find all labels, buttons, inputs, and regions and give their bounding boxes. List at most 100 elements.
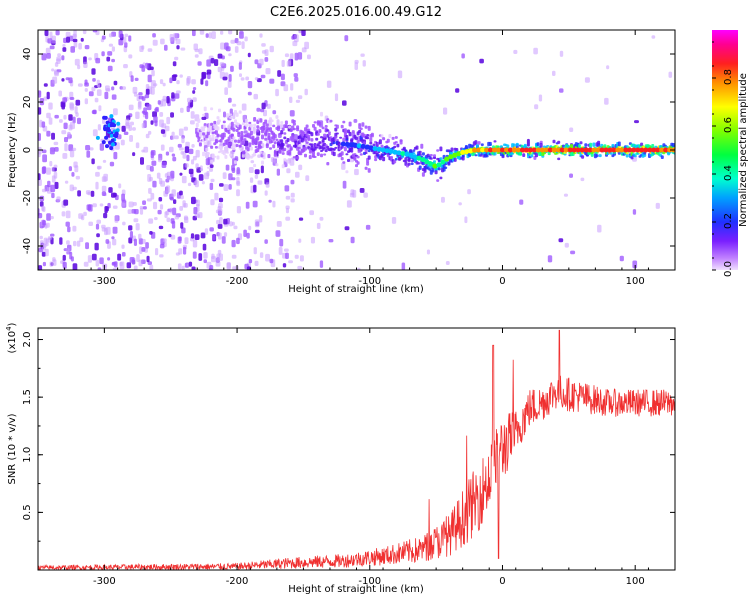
heatmap-ridge-cell (270, 119, 274, 123)
heatmap-noise-cell (290, 83, 294, 91)
heatmap-noise-cell (85, 190, 91, 195)
heatmap-noise-cell (51, 132, 55, 140)
heatmap-noise-cell (217, 66, 222, 73)
heatmap-noise-cell (91, 158, 95, 165)
heatmap-noise-cell (127, 209, 133, 214)
heatmap-noise-cell (243, 130, 248, 134)
heatmap-ridge-cell (259, 140, 263, 144)
heatmap-noise-cell (59, 237, 63, 245)
heatmap-ridge-cell (265, 123, 269, 127)
x-tick-label: -200 (226, 276, 249, 287)
heatmap-noise-cell (136, 254, 140, 262)
heatmap-noise-cell (259, 33, 263, 38)
heatmap-noise-cell (41, 121, 46, 128)
heatmap-noise-cell (236, 176, 240, 185)
heatmap-ridge-cell (335, 124, 339, 129)
heatmap-ridge-core (603, 147, 609, 153)
heatmap-noise-cell (63, 37, 67, 44)
heatmap-ridge-cell (307, 134, 311, 140)
heatmap-ridge-cell (313, 126, 317, 131)
heatmap-noise-cell (109, 161, 115, 167)
heatmap-noise-cell (133, 265, 138, 270)
heatmap-noise-cell (289, 96, 293, 103)
heatmap-ridge-cell (277, 146, 280, 149)
heatmap-cluster-cell (109, 146, 114, 151)
heatmap-noise-cell (46, 53, 51, 59)
heatmap-noise-cell (291, 35, 295, 40)
heatmap-noise-cell (62, 254, 66, 261)
heatmap-noise-cell (220, 42, 225, 50)
heatmap-ridge-cell (222, 132, 226, 138)
heatmap-noise-cell (289, 110, 295, 117)
heatmap-ridge-cell (474, 154, 478, 157)
heatmap-ridge-cell (598, 154, 602, 158)
heatmap-noise-cell (441, 196, 445, 203)
heatmap-noise-cell (221, 236, 226, 244)
heatmap-noise-cell (228, 184, 232, 190)
heatmap-ridge-cell (364, 125, 368, 129)
heatmap-noise-cell (92, 30, 98, 33)
heatmap-noise-cell (46, 130, 51, 137)
heatmap-ridge-cell (235, 144, 239, 147)
heatmap-noise-cell (218, 232, 222, 240)
heatmap-noise-cell (53, 171, 58, 179)
heatmap-noise-cell (192, 239, 198, 248)
y-tick-label: 20 (22, 96, 33, 109)
heatmap-ridge-cell (394, 158, 398, 161)
heatmap-noise-cell (113, 108, 118, 116)
heatmap-noise-cell (534, 104, 539, 110)
heatmap-ridge-cell (216, 116, 220, 120)
heatmap-noise-cell (252, 200, 258, 208)
heatmap-noise-cell (40, 240, 44, 246)
heatmap-noise-cell (49, 147, 55, 155)
heatmap-noise-cell (77, 83, 83, 87)
heatmap-noise-cell (191, 159, 195, 165)
heatmap-ridge-cell (304, 147, 307, 151)
heatmap-noise-cell (59, 119, 63, 123)
heatmap-noise-cell (91, 68, 96, 75)
heatmap-ridge-cell (342, 137, 346, 142)
heatmap-ridge-cell (364, 152, 368, 154)
heatmap-noise-cell (217, 206, 222, 211)
heatmap-ridge-core (500, 147, 505, 153)
heatmap-noise-cell (265, 68, 271, 75)
heatmap-noise-cell (290, 192, 295, 198)
heatmap-noise-cell (46, 167, 51, 175)
heatmap-ridge-cell (342, 161, 346, 164)
heatmap-noise-cell (99, 143, 104, 151)
heatmap-ridge-cell (232, 147, 236, 151)
heatmap-ridge-cell (391, 136, 395, 140)
heatmap-noise-cell (139, 64, 144, 69)
heatmap-ridge-core (436, 162, 442, 168)
heatmap-noise-cell (39, 235, 43, 240)
heatmap-noise-cell (55, 30, 60, 36)
heatmap-ridge-cell (292, 156, 296, 159)
heatmap-ridge-cell (291, 134, 295, 139)
heatmap-ridge-cell (597, 140, 601, 145)
heatmap-noise-cell (299, 255, 304, 262)
heatmap-noise-cell (165, 151, 170, 156)
heatmap-ridge-cell (237, 132, 241, 137)
heatmap-noise-cell (248, 167, 254, 173)
heatmap-cluster-cell (115, 128, 120, 133)
heatmap-ridge-cell (234, 139, 237, 143)
heatmap-ridge-cell (262, 152, 266, 156)
heatmap-noise-cell (256, 107, 261, 112)
heatmap-noise-cell (668, 71, 673, 78)
heatmap-noise-cell (147, 48, 153, 52)
heatmap-noise-cell (263, 109, 267, 117)
heatmap-ridge-cell (343, 146, 347, 152)
heatmap-noise-cell (147, 174, 152, 182)
heatmap-noise-cell (148, 130, 152, 135)
heatmap-ridge-cell (267, 154, 271, 159)
heatmap-noise-cell (363, 192, 368, 198)
heatmap-ridge-core (531, 147, 537, 153)
heatmap-noise-cell (193, 180, 198, 185)
heatmap-noise-cell (53, 141, 59, 146)
snr-panel: -300 -200 -100 0 100 0.5 1.0 1.5 2.0 Height of … (5, 322, 676, 595)
colorbar-tick-label: 0.0 (723, 261, 734, 277)
heatmap-noise-cell (162, 82, 166, 87)
heatmap-noise-cell (188, 261, 193, 267)
heatmap-ridge-cell (536, 142, 540, 146)
heatmap-noise-cell (172, 207, 177, 216)
